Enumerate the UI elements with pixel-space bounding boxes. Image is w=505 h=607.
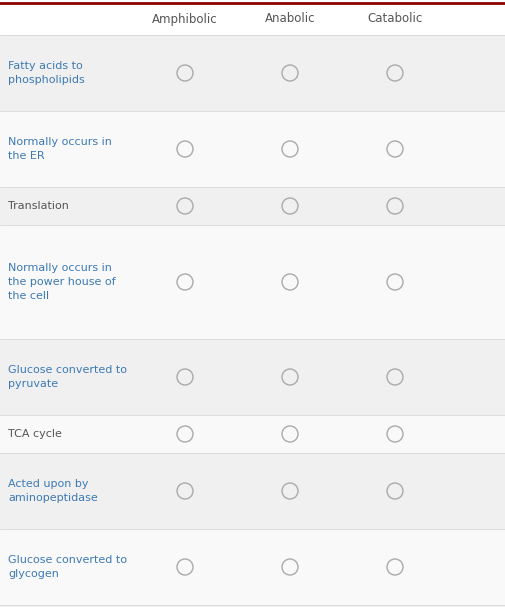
Bar xyxy=(0,605,505,607)
Text: Catabolic: Catabolic xyxy=(367,13,423,25)
Bar xyxy=(0,415,505,453)
Bar xyxy=(0,35,505,111)
Bar xyxy=(0,187,505,225)
Text: Normally occurs in
the ER: Normally occurs in the ER xyxy=(8,137,112,161)
Bar xyxy=(0,339,505,415)
Bar xyxy=(0,225,505,339)
Text: Anabolic: Anabolic xyxy=(265,13,315,25)
Text: Fatty acids to
phospholipids: Fatty acids to phospholipids xyxy=(8,61,85,85)
Text: Acted upon by
aminopeptidase: Acted upon by aminopeptidase xyxy=(8,479,98,503)
Bar xyxy=(0,111,505,187)
Text: Translation: Translation xyxy=(8,201,69,211)
Text: Normally occurs in
the power house of
the cell: Normally occurs in the power house of th… xyxy=(8,263,116,301)
Text: Glucose converted to
glycogen: Glucose converted to glycogen xyxy=(8,555,127,579)
Text: Glucose converted to
pyruvate: Glucose converted to pyruvate xyxy=(8,365,127,389)
Text: TCA cycle: TCA cycle xyxy=(8,429,62,439)
Bar xyxy=(0,453,505,529)
Bar xyxy=(0,529,505,605)
Text: Amphibolic: Amphibolic xyxy=(152,13,218,25)
